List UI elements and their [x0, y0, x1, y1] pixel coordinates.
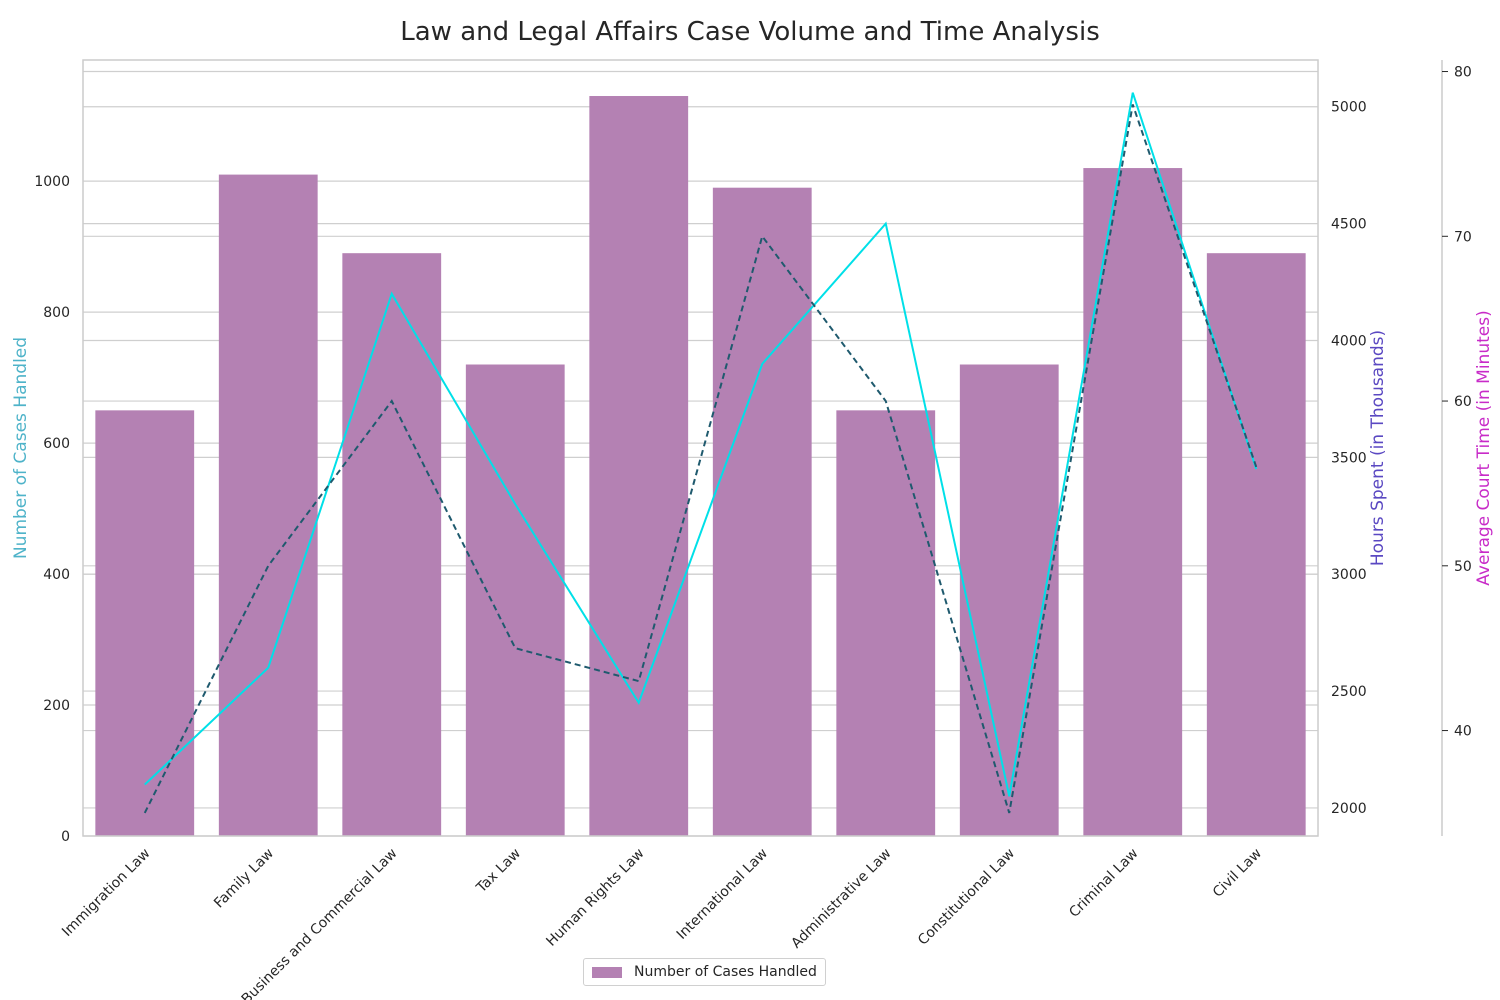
plot-frame: [82, 59, 1443, 837]
chart-title: Law and Legal Affairs Case Volume and Ti…: [400, 17, 1100, 47]
line-layer: [143, 92, 1258, 814]
bar-5: [712, 187, 812, 837]
y-tick-left-1: 200: [43, 698, 70, 714]
y-tick-left-5: 1000: [34, 174, 70, 190]
y-tick-court-time-1: 50: [1454, 559, 1472, 575]
bar-7: [959, 364, 1059, 836]
y-tick-hours-5: 4500: [1331, 217, 1367, 233]
bar-6: [836, 410, 936, 836]
x-tick-9: Civil Law: [1210, 846, 1265, 901]
y-tick-court-time-2: 60: [1454, 394, 1472, 410]
legend-label-cases: Number of Cases Handled: [634, 964, 817, 980]
x-tick-5: International Law: [674, 846, 771, 943]
y-axis-label-right-court-time: Average Court Time (in Minutes): [1474, 310, 1494, 585]
y-tick-court-time-3: 70: [1454, 229, 1472, 245]
y-tick-left-0: 0: [61, 829, 70, 845]
bar-layer: [95, 96, 1306, 837]
bar-2: [342, 253, 442, 837]
bar-3: [465, 364, 565, 836]
legend-swatch-cases: [592, 966, 622, 978]
x-tick-6: Administrative Law: [788, 846, 894, 952]
y-tick-hours-1: 2500: [1331, 684, 1367, 700]
x-tick-7: Constitutional Law: [915, 846, 1018, 949]
y-axis-label-right-hours: Hours Spent (in Thousands): [1368, 330, 1388, 566]
x-tick-0: Immigration Law: [59, 846, 153, 940]
x-tick-4: Human Rights Law: [543, 846, 647, 950]
y-tick-left-4: 800: [43, 305, 70, 321]
x-tick-1: Family Law: [211, 846, 277, 912]
bar-8: [1083, 168, 1183, 836]
legend: Number of Cases Handled: [583, 958, 826, 986]
x-tick-8: Criminal Law: [1066, 846, 1141, 921]
bar-1: [218, 174, 318, 837]
y-tick-hours-4: 4000: [1331, 333, 1367, 349]
y-tick-hours-6: 5000: [1331, 100, 1367, 116]
y-tick-hours-2: 3000: [1331, 567, 1367, 583]
bar-4: [589, 96, 689, 837]
x-tick-3: Tax Law: [473, 846, 524, 897]
y-tick-left-2: 400: [43, 567, 70, 583]
plot-border: [82, 59, 1319, 837]
y-tick-court-time-0: 40: [1454, 724, 1472, 740]
bar-0: [95, 410, 195, 836]
line-court-time: [143, 104, 1258, 814]
line-hours: [144, 92, 1258, 797]
y-tick-hours-3: 3500: [1331, 450, 1367, 466]
y-axis-label-left: Number of Cases Handled: [11, 337, 31, 559]
y-tick-court-time-4: 80: [1454, 65, 1472, 81]
bar-9: [1206, 253, 1306, 837]
y-tick-left-3: 600: [43, 436, 70, 452]
y-tick-hours-0: 2000: [1331, 801, 1367, 817]
